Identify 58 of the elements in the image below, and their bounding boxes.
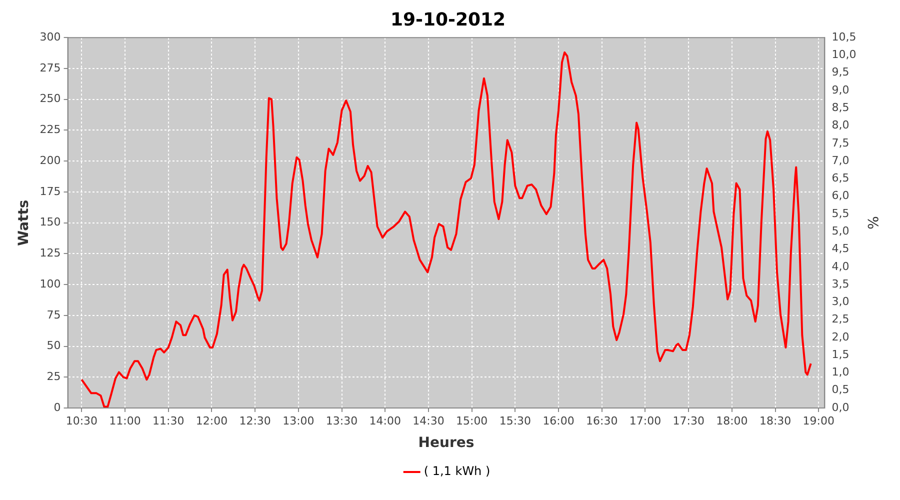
y2-tick-label: 7,5: [832, 136, 850, 150]
y-tick-label: 250: [40, 92, 61, 106]
y2-tick-label: 8,5: [832, 101, 850, 114]
y2-tick-label: 7,0: [832, 154, 850, 167]
y-tick-label: 150: [40, 216, 61, 229]
y2-tick-label: 0,5: [832, 383, 850, 396]
y-axis-title: Watts: [16, 200, 32, 246]
y2-tick-label: 1,0: [832, 366, 850, 379]
y-tick-label: 225: [40, 123, 61, 136]
x-tick-label: 17:00: [629, 414, 662, 428]
x-tick-label: 14:30: [412, 414, 444, 428]
y2-tick-label: 4,5: [832, 242, 850, 256]
y2-tick-label: 3,5: [832, 277, 850, 290]
x-tick-label: 13:00: [282, 414, 314, 428]
y-tick-label: 200: [40, 154, 61, 167]
x-tick-label: 13:30: [326, 414, 358, 428]
y-tick-label: 300: [40, 30, 61, 44]
x-tick-label: 11:30: [152, 414, 184, 428]
x-tick-label: 18:00: [716, 414, 748, 428]
x-tick-label: 12:30: [239, 414, 271, 428]
y2-tick-label: 3,0: [832, 295, 850, 308]
x-tick-label: 19:00: [802, 414, 834, 428]
y2-axis-title: %: [864, 216, 880, 230]
y2-tick-label: 5,0: [832, 224, 850, 238]
y2-tick-label: 10,0: [832, 48, 856, 62]
chart-title: 19-10-2012: [390, 9, 506, 30]
y2-tick-label: 8,0: [832, 118, 850, 132]
legend-label: ( 1,1 kWh ): [424, 464, 490, 478]
y-tick-label: 50: [46, 339, 61, 352]
y2-tick-label: 6,0: [832, 189, 850, 202]
y-tick-label: 275: [40, 61, 61, 74]
y2-tick-label: 1,5: [832, 348, 850, 361]
y-tick-label: 100: [40, 277, 61, 290]
x-tick-label: 18:30: [759, 414, 792, 428]
y-tick-label: 125: [40, 246, 61, 260]
y-tick-label: 75: [46, 308, 61, 322]
y-tick-label: 25: [46, 370, 61, 383]
y2-tick-label: 9,0: [832, 83, 850, 96]
y2-tick-label: 4,0: [832, 260, 850, 273]
x-axis-title: Heures: [418, 435, 474, 452]
x-tick-label: 16:00: [542, 414, 574, 428]
y2-tick-label: 5,5: [832, 206, 850, 220]
y2-tick-label: 2,0: [832, 330, 850, 344]
y-tick-label: 0: [54, 400, 61, 414]
x-tick-label: 17:30: [672, 414, 704, 428]
y-tick-label: 175: [40, 184, 61, 198]
x-tick-label: 15:00: [456, 414, 488, 428]
x-tick-label: 15:30: [499, 414, 532, 428]
y2-tick-label: 6,5: [832, 172, 850, 185]
x-tick-label: 16:30: [586, 414, 618, 428]
x-tick-label: 12:00: [196, 414, 228, 428]
y2-tick-label: 10,5: [832, 30, 856, 44]
y2-tick-label: 9,5: [832, 66, 850, 79]
y2-tick-label: 2,5: [832, 312, 850, 326]
x-tick-label: 14:00: [369, 414, 401, 428]
x-tick-label: 10:30: [66, 414, 98, 428]
x-tick-label: 11:00: [109, 414, 141, 428]
y2-tick-label: 0,0: [832, 400, 850, 414]
